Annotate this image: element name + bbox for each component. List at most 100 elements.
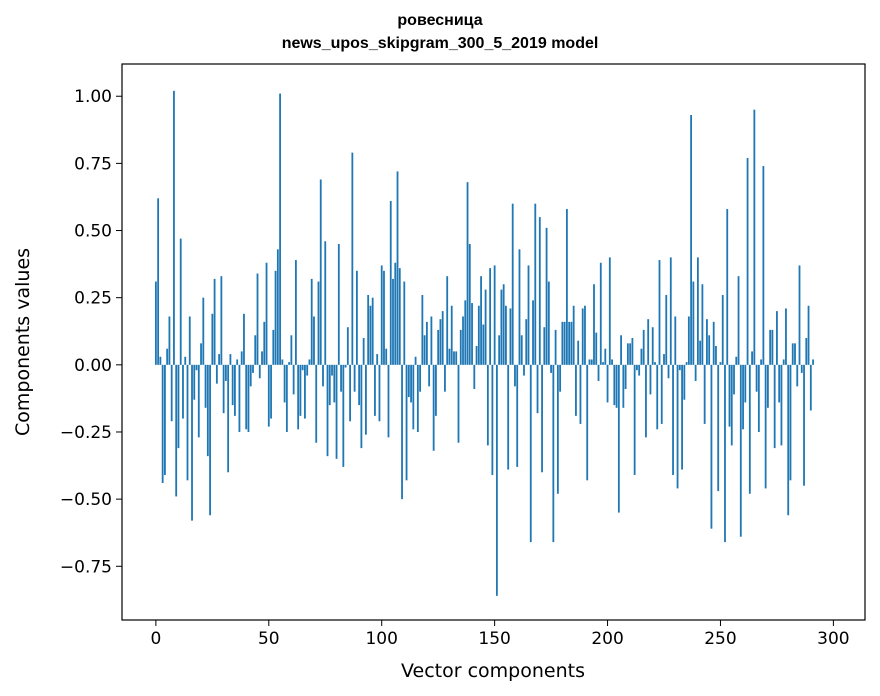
bar — [593, 284, 595, 365]
bar — [764, 364, 767, 489]
bar — [613, 364, 616, 406]
bar — [794, 343, 796, 365]
bar — [292, 364, 295, 395]
bar — [335, 364, 338, 459]
bar — [430, 316, 433, 365]
bar — [489, 268, 492, 365]
bar — [249, 364, 252, 387]
bar — [507, 364, 510, 470]
bar — [157, 198, 160, 365]
bar — [624, 364, 627, 389]
bar — [290, 335, 293, 365]
y-tick-label: −0.50 — [60, 490, 112, 510]
bar — [358, 364, 361, 406]
bar — [660, 364, 663, 424]
bar — [724, 364, 726, 543]
bar — [279, 93, 281, 365]
bar — [615, 364, 618, 408]
bar — [493, 265, 496, 365]
bar — [665, 295, 668, 365]
bar — [572, 305, 575, 365]
bar — [240, 351, 243, 365]
bar — [778, 364, 781, 403]
bar — [726, 209, 729, 365]
bar — [482, 324, 485, 365]
bar — [769, 329, 772, 365]
bar — [252, 364, 254, 373]
bar — [274, 270, 277, 365]
bar — [394, 262, 397, 365]
bar — [556, 364, 559, 494]
bar — [209, 364, 211, 516]
bar — [197, 364, 200, 438]
bar — [317, 281, 320, 365]
bar — [342, 364, 345, 467]
bar — [188, 316, 191, 365]
plot-frame — [121, 63, 866, 621]
bar — [545, 227, 548, 365]
bar — [425, 321, 428, 365]
bar — [742, 364, 744, 430]
bar — [651, 327, 654, 365]
x-axis-label: Vector components — [401, 660, 585, 682]
bar — [236, 359, 239, 365]
bar — [193, 364, 196, 400]
bar — [337, 243, 340, 365]
bar — [685, 362, 688, 365]
bar — [313, 316, 315, 365]
bar — [498, 335, 501, 365]
bar — [733, 364, 735, 395]
bar — [575, 364, 577, 416]
bar — [803, 364, 805, 486]
bar — [220, 276, 223, 365]
x-tick-label: 250 — [704, 629, 736, 649]
bar — [403, 281, 406, 365]
bar — [658, 260, 661, 365]
bar — [717, 364, 720, 492]
bar — [457, 364, 460, 443]
bar — [437, 329, 440, 365]
bar — [730, 364, 733, 446]
bar — [267, 364, 270, 427]
bar — [532, 300, 534, 365]
x-tick-label: 50 — [258, 629, 280, 649]
bar — [584, 305, 586, 365]
bar — [272, 329, 275, 365]
bar — [385, 348, 388, 365]
bar — [538, 217, 541, 365]
bar — [559, 364, 562, 392]
bar — [222, 364, 225, 414]
bar — [674, 316, 677, 365]
bar — [414, 356, 417, 365]
bar — [678, 364, 681, 371]
bar — [477, 305, 480, 365]
bar — [776, 311, 778, 365]
bar — [378, 364, 381, 422]
bar — [224, 364, 227, 381]
bar — [753, 109, 756, 365]
bar — [464, 300, 467, 365]
bar — [518, 249, 521, 365]
bar — [270, 364, 272, 419]
bar — [563, 321, 566, 365]
bar — [243, 313, 245, 365]
bar — [254, 335, 257, 365]
bar — [371, 297, 374, 365]
bar — [604, 348, 607, 365]
bar — [285, 364, 288, 432]
bar — [179, 238, 182, 365]
bar — [168, 316, 171, 365]
x-tick-label: 300 — [817, 629, 849, 649]
bar — [245, 364, 248, 430]
bar — [365, 364, 367, 435]
x-axis: 0 50 100 150 200 250 300 — [150, 620, 850, 649]
bar — [297, 364, 300, 430]
bar — [748, 364, 751, 494]
bar — [154, 281, 157, 365]
bar — [301, 364, 304, 371]
bar — [757, 364, 760, 432]
x-tick-label: 150 — [478, 629, 510, 649]
bar — [360, 364, 363, 449]
bar — [525, 319, 528, 365]
